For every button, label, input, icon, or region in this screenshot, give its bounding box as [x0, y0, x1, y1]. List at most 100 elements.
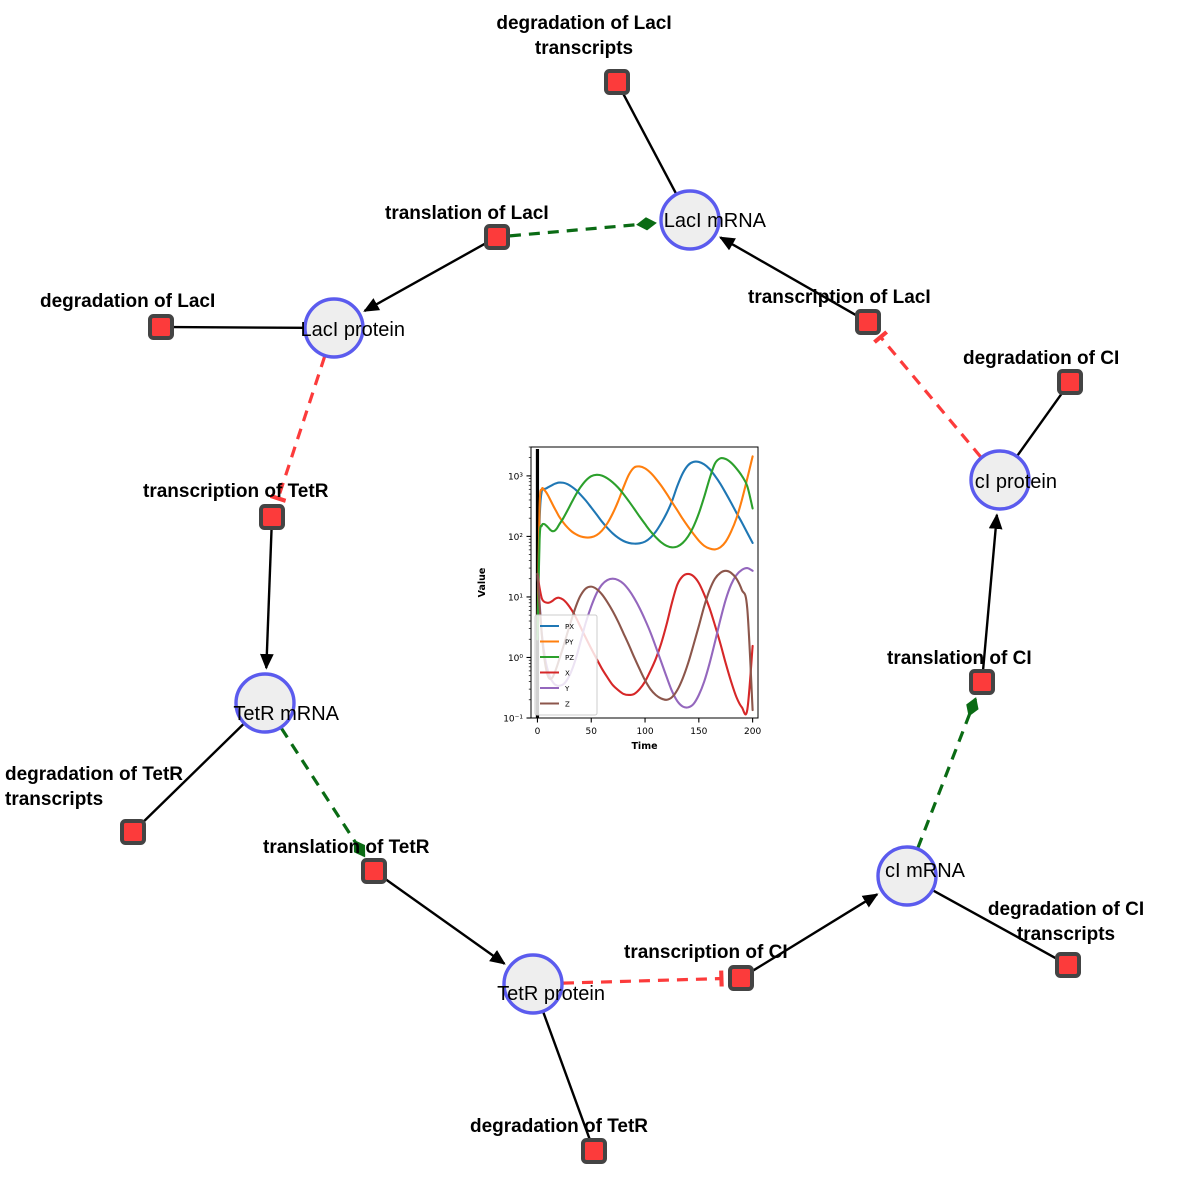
reaction-glyph-icon[interactable]	[120, 819, 146, 845]
edge-transl_laci-to-laci_mrna	[509, 217, 657, 238]
series-line-PY	[536, 455, 754, 641]
edge-tetr_protein-to-tx_ci	[562, 970, 724, 987]
series-line-X	[536, 572, 754, 716]
legend-label-Z: Z	[565, 700, 570, 708]
reaction-glyph-icon[interactable]	[361, 858, 387, 884]
legend-label-Y: Y	[564, 685, 570, 693]
species-node-ci_mrna[interactable]	[876, 845, 938, 907]
reaction-node-transl_laci[interactable]	[484, 224, 510, 250]
edge-laci_protein-to-deg_laci	[173, 325, 305, 330]
reaction-label-transl_ci: translation of CI	[887, 648, 1032, 669]
y-axis-title: Value	[477, 568, 488, 598]
species-label-tetr_protein: TetR protein	[497, 983, 605, 1005]
reaction-label-deg_ci: degradation of CI	[963, 348, 1119, 369]
reaction-glyph-icon[interactable]	[604, 69, 630, 95]
edge-tetr_protein-to-deg_tetr	[542, 1011, 591, 1140]
reaction-node-deg_tetr_tx[interactable]	[120, 819, 146, 845]
series-line-PZ	[536, 456, 754, 641]
reaction-glyph-icon[interactable]	[1057, 369, 1083, 395]
reaction-glyph-icon[interactable]	[969, 669, 995, 695]
reaction-node-tx_laci[interactable]	[855, 309, 881, 335]
reaction-glyph-icon[interactable]	[148, 314, 174, 340]
species-node-tetr_protein[interactable]	[502, 953, 564, 1015]
x-tick-label: 50	[586, 727, 598, 737]
edge-ci_protein-to-deg_ci	[1016, 391, 1064, 457]
edge-transl_laci-to-laci_protein	[363, 242, 487, 312]
species-glyph-icon[interactable]	[969, 449, 1031, 511]
edge-tx_tetr-to-tetr_mrna	[259, 529, 274, 670]
legend-box	[534, 614, 598, 716]
reaction-label-deg_tetr_tx: transcripts	[5, 789, 103, 810]
x-tick-label: 100	[636, 727, 653, 737]
reaction-glyph-icon[interactable]	[581, 1138, 607, 1164]
reaction-label-deg_ci_tx: transcripts	[1017, 924, 1115, 945]
legend-label-PX: PX	[565, 623, 574, 631]
y-tick-label: 10²	[508, 533, 523, 543]
species-node-tetr_mrna[interactable]	[234, 672, 296, 734]
y-tick-label: 10⁻¹	[503, 714, 523, 724]
chart-legend: PX PY PZ XYZ	[534, 614, 598, 716]
species-glyph-icon[interactable]	[303, 297, 365, 359]
reaction-label-transl_tetr: translation of TetR	[263, 837, 430, 858]
reaction-node-deg_ci[interactable]	[1057, 369, 1083, 395]
species-label-tetr_mrna: TetR mRNA	[233, 703, 339, 725]
y-tick-label: 10⁰	[508, 654, 523, 664]
y-tick-label: 10³	[508, 472, 523, 482]
edge-layer	[141, 92, 1064, 1140]
species-node-laci_mrna[interactable]	[659, 189, 721, 251]
species-glyph-icon[interactable]	[659, 189, 721, 251]
reaction-label-deg_laci_tx: transcripts	[535, 38, 633, 59]
edge-ci_mrna-to-transl_ci	[916, 697, 979, 849]
species-glyph-icon[interactable]	[502, 953, 564, 1015]
reaction-label-transl_laci: translation of LacI	[385, 203, 549, 224]
edge-tetr_mrna-to-deg_tetr_tx	[141, 723, 245, 824]
y-tick-label: 10¹	[508, 593, 523, 603]
edge-ci_mrna-to-deg_ci_tx	[932, 889, 1058, 960]
reaction-label-tx_laci: transcription of LacI	[748, 287, 931, 308]
reaction-glyph-icon[interactable]	[259, 504, 285, 530]
edge-laci_mrna-to-deg_laci_tx	[622, 92, 678, 195]
reaction-node-deg_tetr[interactable]	[581, 1138, 607, 1164]
reaction-node-deg_laci_tx[interactable]	[604, 69, 630, 95]
species-glyph-icon[interactable]	[234, 672, 296, 734]
reaction-glyph-icon[interactable]	[484, 224, 510, 250]
species-glyph-icon[interactable]	[876, 845, 938, 907]
reaction-label-deg_tetr_tx: degradation of TetR	[5, 764, 183, 785]
reaction-node-deg_laci[interactable]	[148, 314, 174, 340]
reaction-label-tx_tetr: transcription of TetR	[143, 481, 329, 502]
x-tick-label: 0	[535, 727, 541, 737]
series-line-PX	[536, 460, 754, 641]
timecourse-plot-inset: 10⁻¹ 10⁰ 10¹ 10² 10³ 0 50 100 150 200 Time Value PX P…	[465, 436, 778, 754]
legend-label-X: X	[565, 669, 570, 677]
reaction-node-transl_ci[interactable]	[969, 669, 995, 695]
legend-label-PZ: PZ	[565, 654, 574, 662]
reaction-label-deg_laci_tx: degradation of LacI	[496, 13, 671, 34]
reaction-glyph-icon[interactable]	[855, 309, 881, 335]
species-node-ci_protein[interactable]	[969, 449, 1031, 511]
node-layer	[120, 69, 1083, 1164]
x-tick-label: 200	[744, 727, 761, 737]
edge-ci_protein-to-tx_laci	[873, 330, 982, 459]
species-node-laci_protein[interactable]	[303, 297, 365, 359]
reaction-node-tx_tetr[interactable]	[259, 504, 285, 530]
reaction-glyph-icon[interactable]	[728, 965, 754, 991]
legend-label-PY: PY	[565, 638, 574, 646]
reaction-node-transl_tetr[interactable]	[361, 858, 387, 884]
edge-tx_ci-to-ci_mrna	[751, 893, 879, 973]
reaction-label-tx_ci: transcription of CI	[624, 942, 788, 963]
reaction-glyph-icon[interactable]	[1055, 952, 1081, 978]
reaction-label-deg_tetr: degradation of TetR	[470, 1116, 648, 1137]
edge-laci_protein-to-tx_tetr	[269, 356, 327, 503]
edge-transl_tetr-to-tetr_protein	[383, 877, 506, 965]
edge-transl_ci-to-ci_protein	[981, 513, 1003, 670]
edge-tetr_mrna-to-transl_tetr	[279, 727, 366, 858]
label-layer: degradation of LacI transcripts translatio…	[5, 13, 1144, 1137]
species-label-ci_mrna: cI mRNA	[885, 860, 966, 882]
reaction-label-deg_laci: degradation of LacI	[40, 291, 215, 312]
edge-tx_laci-to-laci_mrna	[719, 236, 858, 317]
x-axis-title: Time	[631, 741, 657, 752]
reaction-node-tx_ci[interactable]	[728, 965, 754, 991]
reaction-node-deg_ci_tx[interactable]	[1055, 952, 1081, 978]
species-label-laci_protein: LacI protein	[300, 319, 405, 341]
